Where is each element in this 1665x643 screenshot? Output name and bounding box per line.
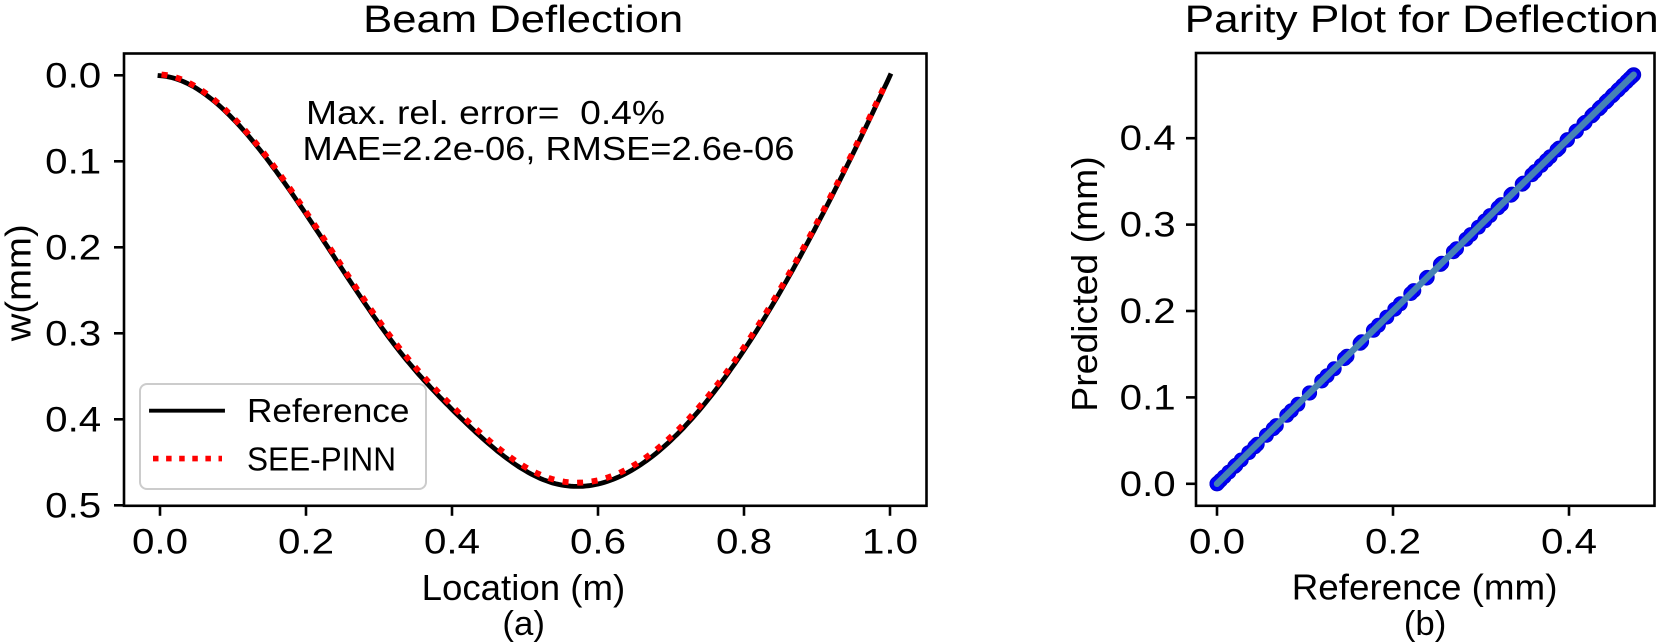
svg-text:SEE-PINN: SEE-PINN — [247, 442, 396, 479]
svg-text:0.2: 0.2 — [45, 228, 101, 267]
svg-text:MAE=2.2e-06, RMSE=2.6e-06: MAE=2.2e-06, RMSE=2.6e-06 — [303, 130, 795, 167]
svg-text:Reference (mm): Reference (mm) — [1292, 567, 1558, 608]
svg-text:0.5: 0.5 — [45, 486, 101, 525]
svg-text:0.0: 0.0 — [132, 523, 188, 562]
svg-text:(b): (b) — [1404, 605, 1447, 643]
svg-text:0.1: 0.1 — [45, 142, 101, 181]
svg-text:0.1: 0.1 — [1120, 378, 1176, 417]
svg-text:0.2: 0.2 — [278, 523, 334, 562]
svg-text:Reference: Reference — [247, 393, 410, 430]
svg-text:(a): (a) — [502, 605, 545, 643]
svg-text:0.2: 0.2 — [1365, 523, 1421, 562]
svg-text:Beam Deflection: Beam Deflection — [363, 0, 683, 41]
svg-text:0.0: 0.0 — [1189, 523, 1245, 562]
svg-text:0.4: 0.4 — [1120, 119, 1176, 158]
svg-text:0.0: 0.0 — [45, 56, 101, 95]
svg-text:1.0: 1.0 — [862, 523, 918, 562]
svg-text:0.8: 0.8 — [716, 523, 772, 562]
svg-text:0.0: 0.0 — [1120, 465, 1176, 504]
svg-text:Parity Plot for Deflection: Parity Plot for Deflection — [1185, 0, 1659, 41]
svg-text:Predicted (mm): Predicted (mm) — [1064, 156, 1105, 412]
svg-text:0.6: 0.6 — [570, 523, 626, 562]
svg-text:Location (m): Location (m) — [422, 567, 626, 608]
svg-text:0.2: 0.2 — [1120, 292, 1176, 331]
svg-text:0.4: 0.4 — [45, 400, 101, 439]
svg-text:0.3: 0.3 — [1120, 206, 1176, 245]
svg-text:w(mm): w(mm) — [0, 224, 39, 342]
svg-text:0.3: 0.3 — [45, 314, 101, 353]
svg-text:0.4: 0.4 — [424, 523, 480, 562]
svg-text:0.4: 0.4 — [1541, 523, 1597, 562]
svg-text:Max. rel. error= 0.4%: Max. rel. error= 0.4% — [306, 94, 665, 131]
